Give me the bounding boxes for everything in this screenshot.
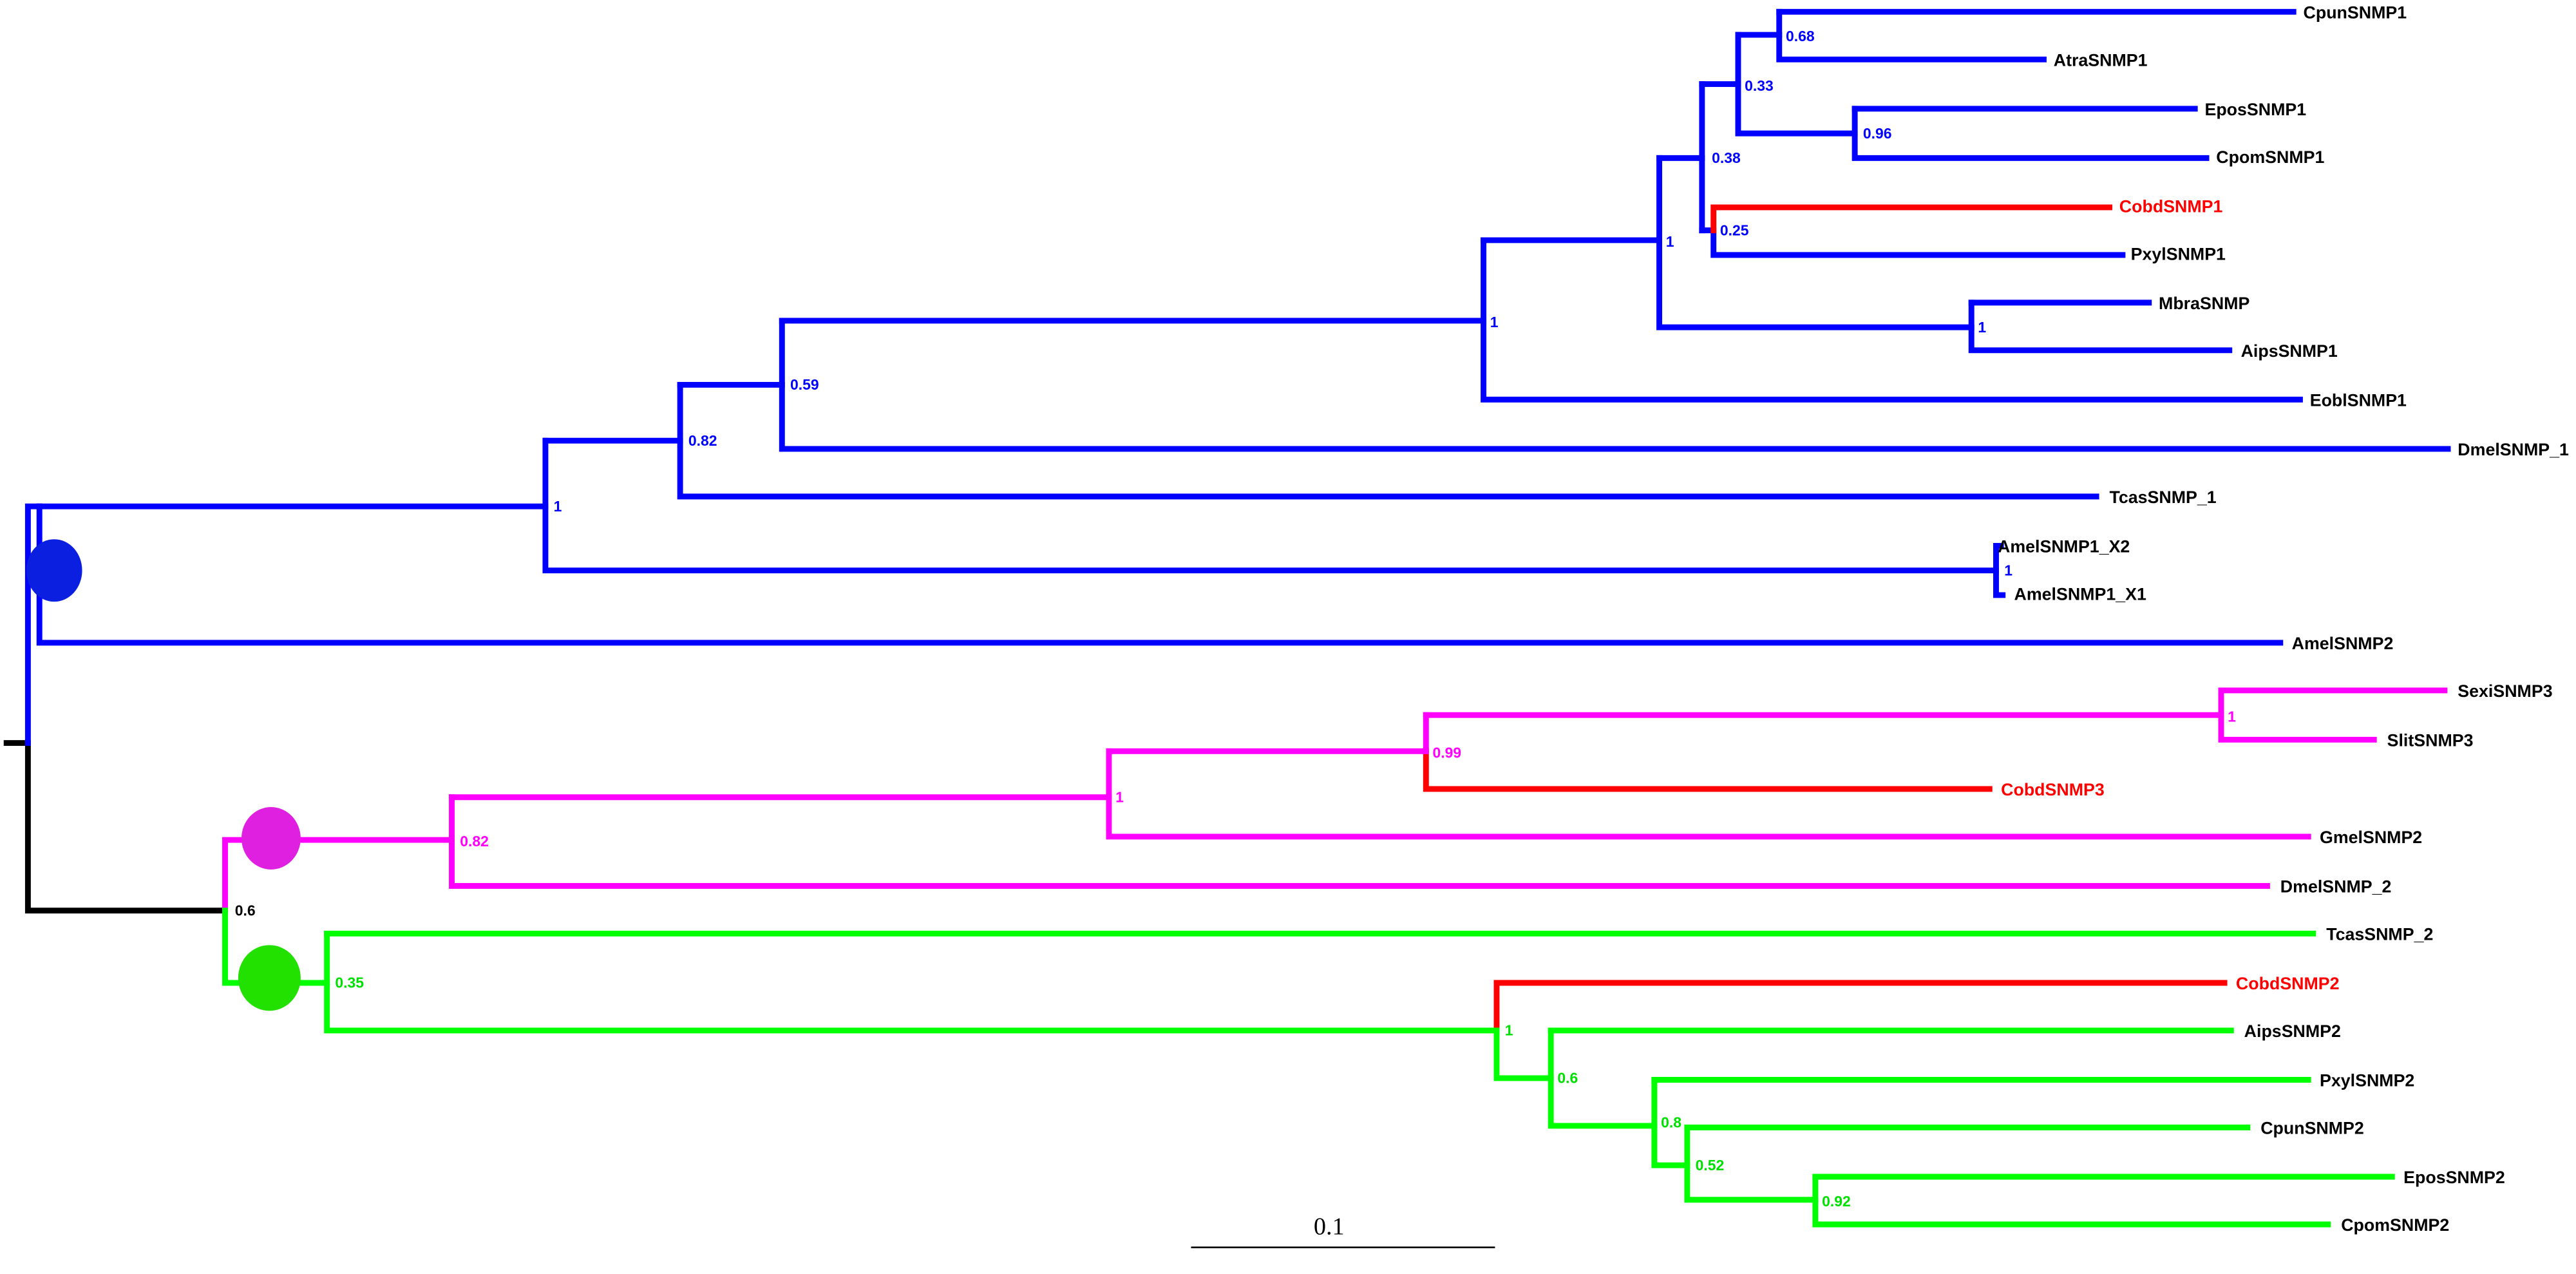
leaf-label: TcasSNMP_1 — [2110, 488, 2217, 507]
snmp2-clade-marker — [238, 945, 301, 1011]
leaf-label: TcasSNMP_2 — [2326, 925, 2433, 944]
support-value: 0.38 — [1712, 149, 1741, 166]
leaf-label: AtraSNMP1 — [2054, 51, 2148, 70]
support-value: 0.33 — [1745, 77, 1774, 94]
support-value: 1 — [1978, 319, 1986, 336]
snmp3-clade-branches — [222, 687, 2448, 914]
support-value: 1 — [2228, 708, 2236, 725]
leaf-label: MbraSNMP — [2159, 294, 2249, 313]
leaf-label: AipsSNMP2 — [2244, 1022, 2341, 1041]
support-value: 1 — [1490, 314, 1499, 330]
leaf-label: AmelSNMP1_X1 — [2014, 585, 2146, 604]
support-value: 0.6 — [235, 902, 256, 918]
support-value: 1 — [1115, 788, 1124, 805]
leaf-label: SexiSNMP3 — [2458, 681, 2552, 701]
leaf-label: PxylSNMP1 — [2131, 245, 2226, 264]
leaf-label: CpomSNMP2 — [2341, 1215, 2449, 1235]
support-value: 1 — [1505, 1022, 1513, 1039]
leaf-label: EposSNMP1 — [2204, 100, 2306, 119]
snmp2-clade-branches — [222, 908, 2395, 1228]
leaf-label: PxylSNMP2 — [2320, 1071, 2414, 1090]
root-branches — [3, 740, 228, 914]
snmp1-clade-marker — [26, 539, 82, 602]
leaf-label: AmelSNMP1_X2 — [1998, 537, 2130, 556]
leaf-label: GmelSNMP2 — [2320, 828, 2422, 847]
leaf-label: DmelSNMP_2 — [2280, 877, 2392, 897]
leaf-label: AipsSNMP1 — [2241, 341, 2338, 361]
support-value: 1 — [1666, 233, 1674, 250]
support-value: 0.92 — [1822, 1193, 1851, 1210]
leaf-label: SlitSNMP3 — [2387, 731, 2474, 750]
leaf-label: AmelSNMP2 — [2292, 634, 2394, 653]
leaf-label: DmelSNMP_1 — [2458, 440, 2569, 459]
support-value: 0.25 — [1720, 222, 1749, 238]
support-value: 1 — [2004, 562, 2012, 578]
support-value: 0.96 — [1863, 125, 1892, 142]
cobd-branches — [1423, 204, 2228, 1034]
support-value: 0.8 — [1661, 1114, 1681, 1130]
support-value: 0.68 — [1786, 28, 1815, 44]
leaf-label-highlight: CobdSNMP1 — [2119, 197, 2223, 216]
leaf-label-highlight: CobdSNMP2 — [2236, 974, 2340, 993]
snmp1-clade-branches — [24, 8, 2451, 746]
leaf-label: CpunSNMP1 — [2304, 3, 2407, 23]
support-value: 0.59 — [790, 376, 819, 393]
support-value: 0.52 — [1696, 1157, 1725, 1174]
support-value: 0.6 — [1557, 1070, 1578, 1087]
support-value: 0.82 — [460, 833, 489, 850]
leaf-label-highlight: CobdSNMP3 — [2001, 780, 2105, 799]
leaf-label: CpunSNMP2 — [2260, 1119, 2364, 1138]
scale-bar-label: 0.1 — [1314, 1213, 1345, 1240]
leaf-label: EposSNMP2 — [2403, 1168, 2505, 1187]
support-value: 0.99 — [1432, 744, 1461, 761]
support-value: 1 — [554, 498, 562, 515]
leaf-label: EoblSNMP1 — [2310, 391, 2407, 410]
leaf-label: CpomSNMP1 — [2216, 147, 2324, 167]
support-value: 0.35 — [335, 975, 364, 991]
support-value: 0.82 — [688, 432, 717, 449]
snmp3-clade-marker — [242, 807, 301, 870]
